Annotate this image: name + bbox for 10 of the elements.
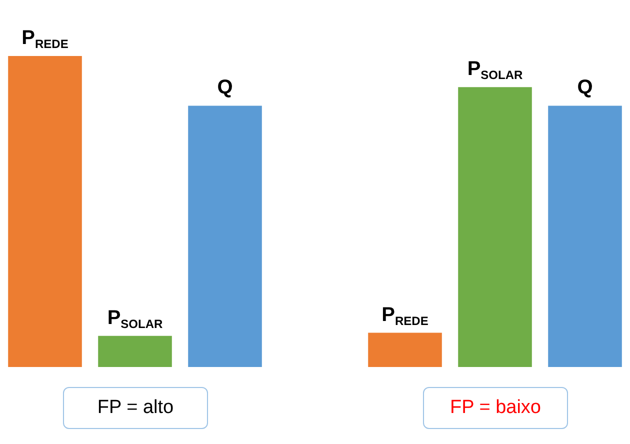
bar (188, 106, 262, 367)
bar (98, 336, 172, 367)
bar (548, 106, 622, 367)
x-tick-label: Q (577, 76, 593, 99)
text: FP = alto (63, 387, 208, 429)
bar (368, 332, 442, 367)
bar (8, 56, 82, 367)
bar (458, 87, 532, 367)
text: FP = baixo (423, 387, 568, 429)
x-tick-label: Q (217, 76, 233, 99)
